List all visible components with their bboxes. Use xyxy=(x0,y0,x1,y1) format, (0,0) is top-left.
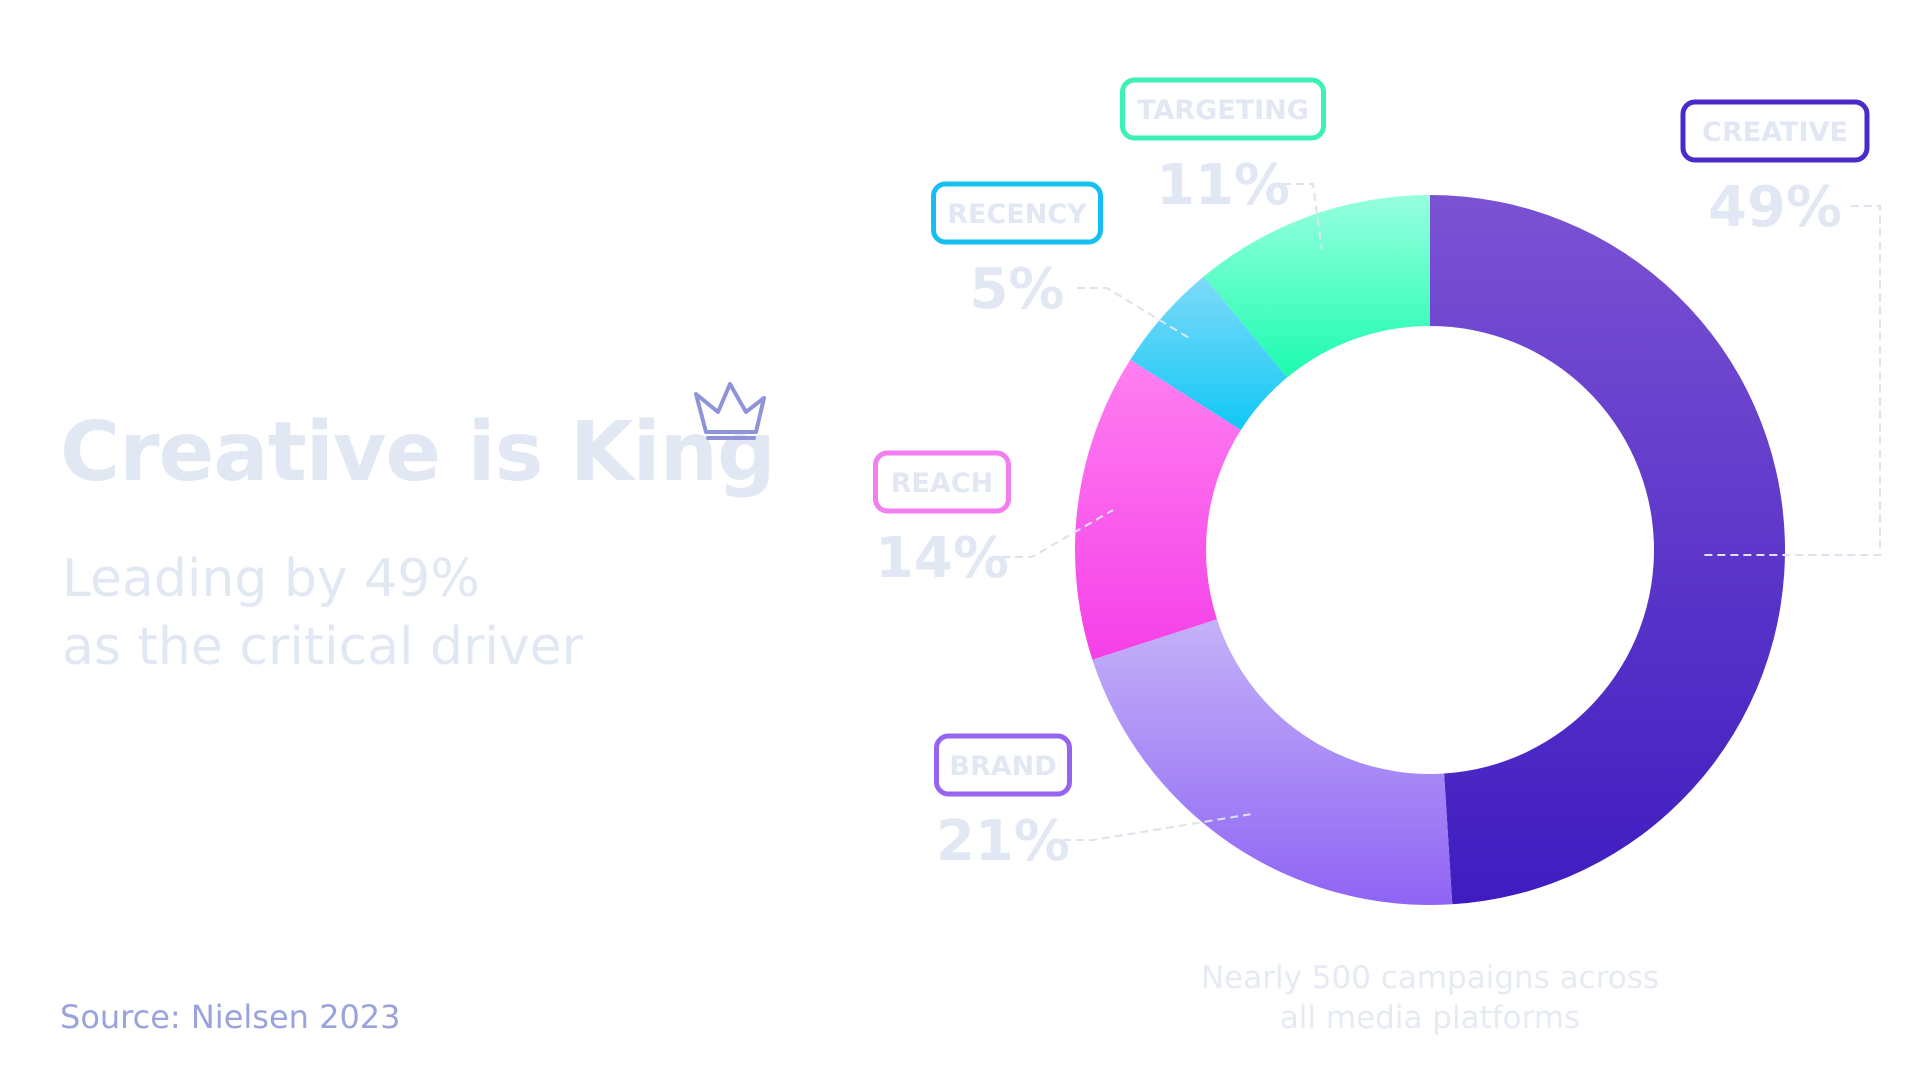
leader-lines xyxy=(1002,183,1881,841)
label-box-targeting xyxy=(1120,77,1326,141)
subtitle: Leading by 49% as the critical driver xyxy=(62,545,583,681)
leader-line-targeting xyxy=(1283,183,1323,250)
subtitle-line-1: Leading by 49% xyxy=(62,549,480,609)
value-label-targeting: 11% xyxy=(1156,153,1290,218)
footnote-line-2: all media platforms xyxy=(1279,1000,1581,1036)
value-label-brand: 21% xyxy=(936,809,1070,874)
label-text-brand: BRAND xyxy=(949,751,1056,782)
page-title: Creative is King xyxy=(60,405,776,500)
value-label-creative: 49% xyxy=(1708,175,1842,240)
label-box-reach xyxy=(873,450,1011,514)
leader-line-recency xyxy=(1077,287,1191,340)
slice-creative xyxy=(1430,195,1785,905)
footnote-line-1: Nearly 500 campaigns across xyxy=(1200,960,1660,996)
footnote: Nearly 500 campaigns across all media pl… xyxy=(1120,958,1740,1038)
slice-recency xyxy=(1130,276,1288,430)
leader-line-brand xyxy=(1063,813,1251,841)
label-text-targeting: TARGETING xyxy=(1137,95,1309,126)
value-label-reach: 14% xyxy=(875,526,1009,591)
value-label-recency: 5% xyxy=(969,257,1064,322)
label-text-reach: REACH xyxy=(891,468,994,499)
donut-slices xyxy=(1075,195,1785,905)
label-box-recency xyxy=(931,181,1103,245)
label-text-recency: RECENCY xyxy=(947,199,1087,230)
slice-targeting xyxy=(1203,195,1430,378)
label-box-brand xyxy=(934,733,1072,797)
label-box-creative xyxy=(1680,99,1870,163)
slice-reach xyxy=(1075,359,1241,660)
slice-brand xyxy=(1092,619,1453,905)
source-note: Source: Nielsen 2023 xyxy=(60,998,401,1036)
subtitle-line-2: as the critical driver xyxy=(62,617,584,677)
leader-line-reach xyxy=(1002,509,1114,558)
label-text-creative: CREATIVE xyxy=(1702,117,1848,148)
category-labels: CREATIVE 49% BRAND 21% REACH 14% RECENCY 5% TARG… xyxy=(873,77,1870,874)
crown-icon xyxy=(694,382,766,440)
